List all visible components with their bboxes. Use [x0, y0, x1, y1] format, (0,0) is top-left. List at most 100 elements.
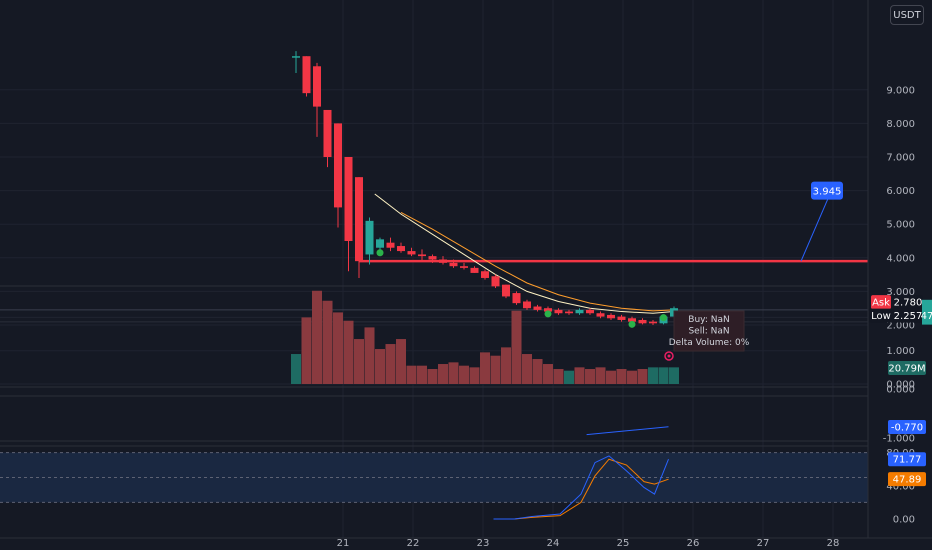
currency-unit-button[interactable]: USDT	[890, 5, 924, 25]
time-tick-label: 24	[547, 538, 560, 549]
rsi-signal-line	[493, 458, 669, 520]
time-axis[interactable]: 21 22 23 24 25 26 27 28	[0, 537, 932, 549]
right-edge-badge-box	[922, 299, 932, 325]
volume-bar	[385, 344, 396, 384]
rsi-value-badge-text: 71.77	[893, 455, 922, 466]
volume-bar	[364, 327, 375, 384]
candle-body	[649, 321, 657, 324]
horizontal-level-line[interactable]: 3.945	[0, 181, 896, 323]
candle-body	[355, 177, 363, 262]
volume-bar	[312, 290, 322, 384]
annotation-label-text: 3.945	[813, 187, 842, 198]
candle-body	[638, 319, 647, 324]
rsi-signal-value-badge-text: 47.89	[893, 475, 922, 486]
candle-body	[470, 267, 479, 273]
candle-body	[376, 239, 384, 248]
volume-bar	[396, 339, 406, 384]
volume-bar	[511, 310, 522, 384]
volume-value-badge-box	[888, 361, 926, 375]
tooltip-line: Buy: NaN	[688, 315, 729, 325]
fast-moving-average-line	[374, 193, 675, 314]
volume-bar	[627, 370, 637, 384]
volume-bar	[469, 367, 480, 384]
oscillator-tick-label: 0.000	[886, 385, 915, 396]
candle-body	[334, 123, 342, 208]
volume-bar	[490, 355, 501, 384]
oscillator-value-badge-text: -0.770	[891, 423, 923, 434]
candle-body	[596, 313, 605, 317]
volume-bar	[522, 354, 532, 384]
candle-body	[502, 284, 510, 297]
candle-body	[460, 266, 468, 268]
price-tick-label: 2.000	[886, 321, 915, 332]
rsi-lines	[493, 455, 669, 520]
volume-bar	[480, 352, 490, 384]
tooltip-line: Sell: NaN	[688, 327, 729, 337]
low-label-badge-box	[869, 308, 893, 323]
candle-body	[313, 66, 321, 107]
slow-moving-average-line	[400, 211, 675, 312]
candle-body	[617, 316, 626, 320]
low-value-badge-box	[893, 308, 923, 323]
time-tick-label: 27	[757, 538, 770, 549]
rsi-tick-label: 0.00	[893, 515, 915, 526]
rsi-band-background	[0, 452, 868, 503]
candle-body	[292, 56, 300, 58]
star-icon-center	[667, 354, 671, 358]
candle-body	[428, 256, 437, 260]
volume-tick-label: 0.000	[886, 380, 915, 391]
price-tick-label: 7.000	[886, 153, 915, 164]
candle-body	[449, 262, 458, 267]
volume-bar	[669, 367, 679, 384]
right-edge-badge-text: 47	[921, 311, 932, 322]
ask-value-badge-box	[893, 295, 923, 310]
tooltip-box	[673, 310, 745, 352]
oscillator-line	[586, 426, 669, 436]
time-tick-label: 28	[827, 538, 840, 549]
price-tick-label: 9.000	[886, 85, 915, 96]
volume-bar	[501, 347, 511, 384]
volume-value-badge-text: 20.79M	[888, 364, 925, 375]
annotation-pointer	[800, 198, 829, 262]
volume-bar	[301, 317, 312, 384]
volume-bar	[375, 349, 385, 384]
volume-bar	[459, 365, 469, 384]
oscillator-value-badge-box	[888, 420, 926, 434]
candle-body	[565, 311, 573, 314]
candle-body	[533, 306, 542, 310]
volume-tick-label: 1.000	[886, 346, 915, 357]
volume-bar	[417, 365, 427, 384]
candle-body	[523, 301, 531, 309]
annotation-label-box[interactable]	[811, 181, 843, 200]
price-axis[interactable]: 2.000 3.000 4.000 5.000 6.000 7.000 8.000 9.000…	[867, 0, 932, 550]
volume-bar	[648, 367, 658, 384]
candle-body	[544, 308, 552, 312]
low-value-badge-text: 2.257	[894, 311, 923, 322]
signal-markers	[376, 249, 667, 328]
signal-marker	[544, 310, 552, 318]
panel-separators[interactable]	[0, 285, 932, 447]
time-tick-label: 25	[617, 538, 630, 549]
candle-body	[439, 259, 447, 263]
candle-body	[575, 309, 584, 314]
candle-body	[302, 56, 311, 94]
volume-bar	[354, 339, 364, 384]
moving-averages	[374, 193, 675, 314]
volume-bar	[448, 362, 459, 384]
candle-body	[344, 157, 353, 241]
volume-bar	[606, 370, 616, 384]
candle-body	[386, 242, 395, 248]
candle-body	[512, 293, 521, 304]
volume-bar	[543, 364, 553, 384]
volume-bar	[595, 367, 606, 384]
time-tick-label: 26	[687, 538, 700, 549]
tooltip-line: Delta Volume: 0%	[669, 338, 750, 348]
signal-marker	[628, 320, 636, 328]
star-icon	[664, 351, 674, 361]
volume-bar	[574, 367, 585, 384]
volume-bar	[322, 300, 333, 384]
price-tick-label: 8.000	[886, 119, 915, 130]
